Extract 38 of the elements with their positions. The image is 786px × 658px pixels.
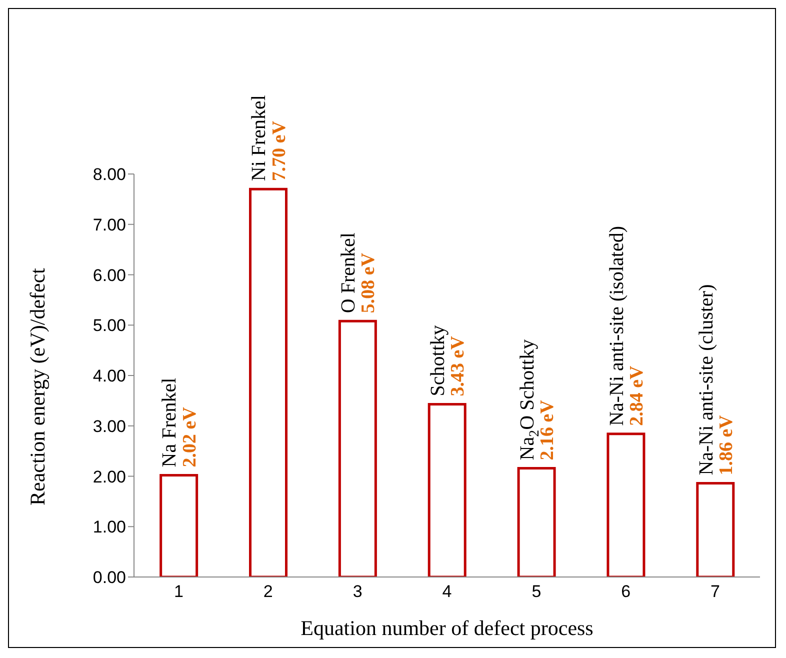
y-tick-label: 0.00: [92, 568, 126, 588]
bar: [338, 320, 377, 577]
y-tick-label: 6.00: [92, 266, 126, 285]
data-label: 5.08 eV: [358, 252, 380, 314]
data-label: 2.02 eV: [179, 406, 200, 468]
data-label: 1.86 eV: [716, 414, 737, 476]
annotation: Ni Frenkel: [248, 94, 270, 182]
y-tick-label: 5.00: [92, 316, 126, 336]
y-tick-label: 4.00: [92, 366, 126, 386]
annotation: Na Frenkel: [158, 377, 181, 468]
x-tick-label: 7: [710, 582, 720, 602]
bar: [606, 432, 646, 577]
data-label: 3.43 eV: [448, 336, 469, 396]
bar: [249, 188, 288, 577]
x-tick-label: 4: [442, 582, 452, 602]
y-tick-label: 3.00: [92, 416, 126, 436]
y-axis-title: Reaction energy (eV)/defect: [25, 268, 50, 506]
x-tick-label: 2: [263, 582, 273, 602]
x-tick-label: 6: [621, 582, 631, 602]
y-tick-label: 2.00: [92, 467, 126, 486]
bar: [428, 402, 466, 577]
y-tick-label: 1.00: [92, 518, 126, 537]
bar: [696, 482, 735, 577]
data-label: 2.16 eV: [537, 400, 558, 460]
x-tick-label: 5: [532, 582, 542, 602]
annotation: Schottky: [427, 325, 449, 396]
annotation: O Frenkel: [338, 232, 360, 314]
data-label: 7.70 eV: [268, 120, 290, 182]
x-tick-label: 3: [352, 582, 362, 602]
bar: [517, 466, 556, 577]
bar: [160, 474, 198, 577]
annotation: Na-Ni anti-site (cluster): [695, 284, 718, 476]
y-tick-label: 8.00: [92, 165, 126, 184]
y-tick-label: 7.00: [92, 215, 126, 234]
x-tick-label: 1: [174, 582, 184, 602]
annotation: Na-Ni anti-site (isolated): [606, 226, 628, 426]
x-axis-title: Equation number of defect process: [300, 616, 594, 640]
data-label: 2.84 eV: [626, 366, 648, 426]
